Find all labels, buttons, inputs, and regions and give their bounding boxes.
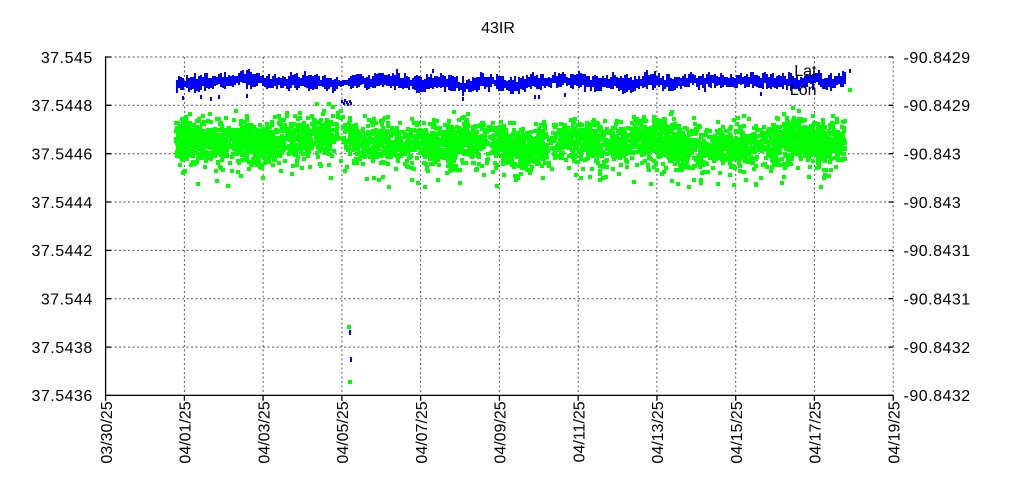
svg-text:-90.8429: -90.8429 — [904, 50, 971, 67]
svg-text:37.5446: 37.5446 — [31, 147, 92, 164]
svg-text:04/19/25: 04/19/25 — [886, 401, 903, 463]
svg-text:37.544: 37.544 — [41, 292, 93, 309]
svg-text:-90.8431: -90.8431 — [904, 292, 971, 309]
svg-text:04/13/25: 04/13/25 — [650, 401, 667, 463]
svg-text:03/30/25: 03/30/25 — [99, 401, 116, 463]
svg-text:04/15/25: 04/15/25 — [729, 401, 746, 463]
svg-text:37.5438: 37.5438 — [31, 340, 92, 357]
svg-text:37.5442: 37.5442 — [31, 243, 92, 260]
svg-text:-90.843: -90.843 — [904, 195, 962, 212]
svg-text:-90.8431: -90.8431 — [904, 243, 971, 260]
svg-text:Lon: Lon — [790, 82, 817, 99]
svg-text:-90.8429: -90.8429 — [904, 98, 971, 115]
svg-text:04/11/25: 04/11/25 — [571, 401, 588, 462]
svg-text:04/17/25: 04/17/25 — [808, 401, 825, 463]
svg-text:04/05/25: 04/05/25 — [335, 401, 352, 463]
svg-text:04/03/25: 04/03/25 — [256, 401, 273, 463]
svg-text:-90.843: -90.843 — [904, 147, 962, 164]
svg-text:37.5448: 37.5448 — [31, 98, 92, 115]
svg-text:-90.8432: -90.8432 — [904, 388, 971, 405]
svg-text:37.5436: 37.5436 — [31, 388, 92, 405]
svg-text:04/09/25: 04/09/25 — [493, 401, 510, 463]
svg-text:37.5444: 37.5444 — [31, 195, 92, 212]
svg-text:04/01/25: 04/01/25 — [178, 401, 195, 463]
svg-text:04/07/25: 04/07/25 — [414, 401, 431, 463]
svg-text:43IR: 43IR — [481, 20, 515, 37]
svg-text:-90.8432: -90.8432 — [904, 340, 971, 357]
svg-text:Lat: Lat — [794, 63, 817, 80]
svg-text:37.545: 37.545 — [41, 50, 93, 67]
